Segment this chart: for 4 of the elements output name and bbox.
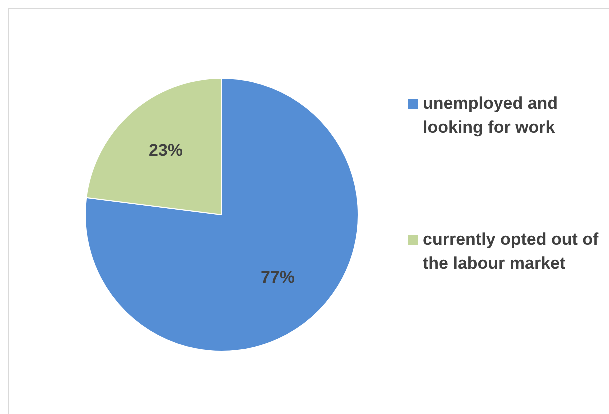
legend-label: unemployed and looking for work: [423, 93, 560, 139]
legend-label: currently opted out of the labour market: [423, 229, 600, 275]
data-label: 77%: [260, 268, 295, 288]
data-label: 23%: [149, 141, 184, 160]
